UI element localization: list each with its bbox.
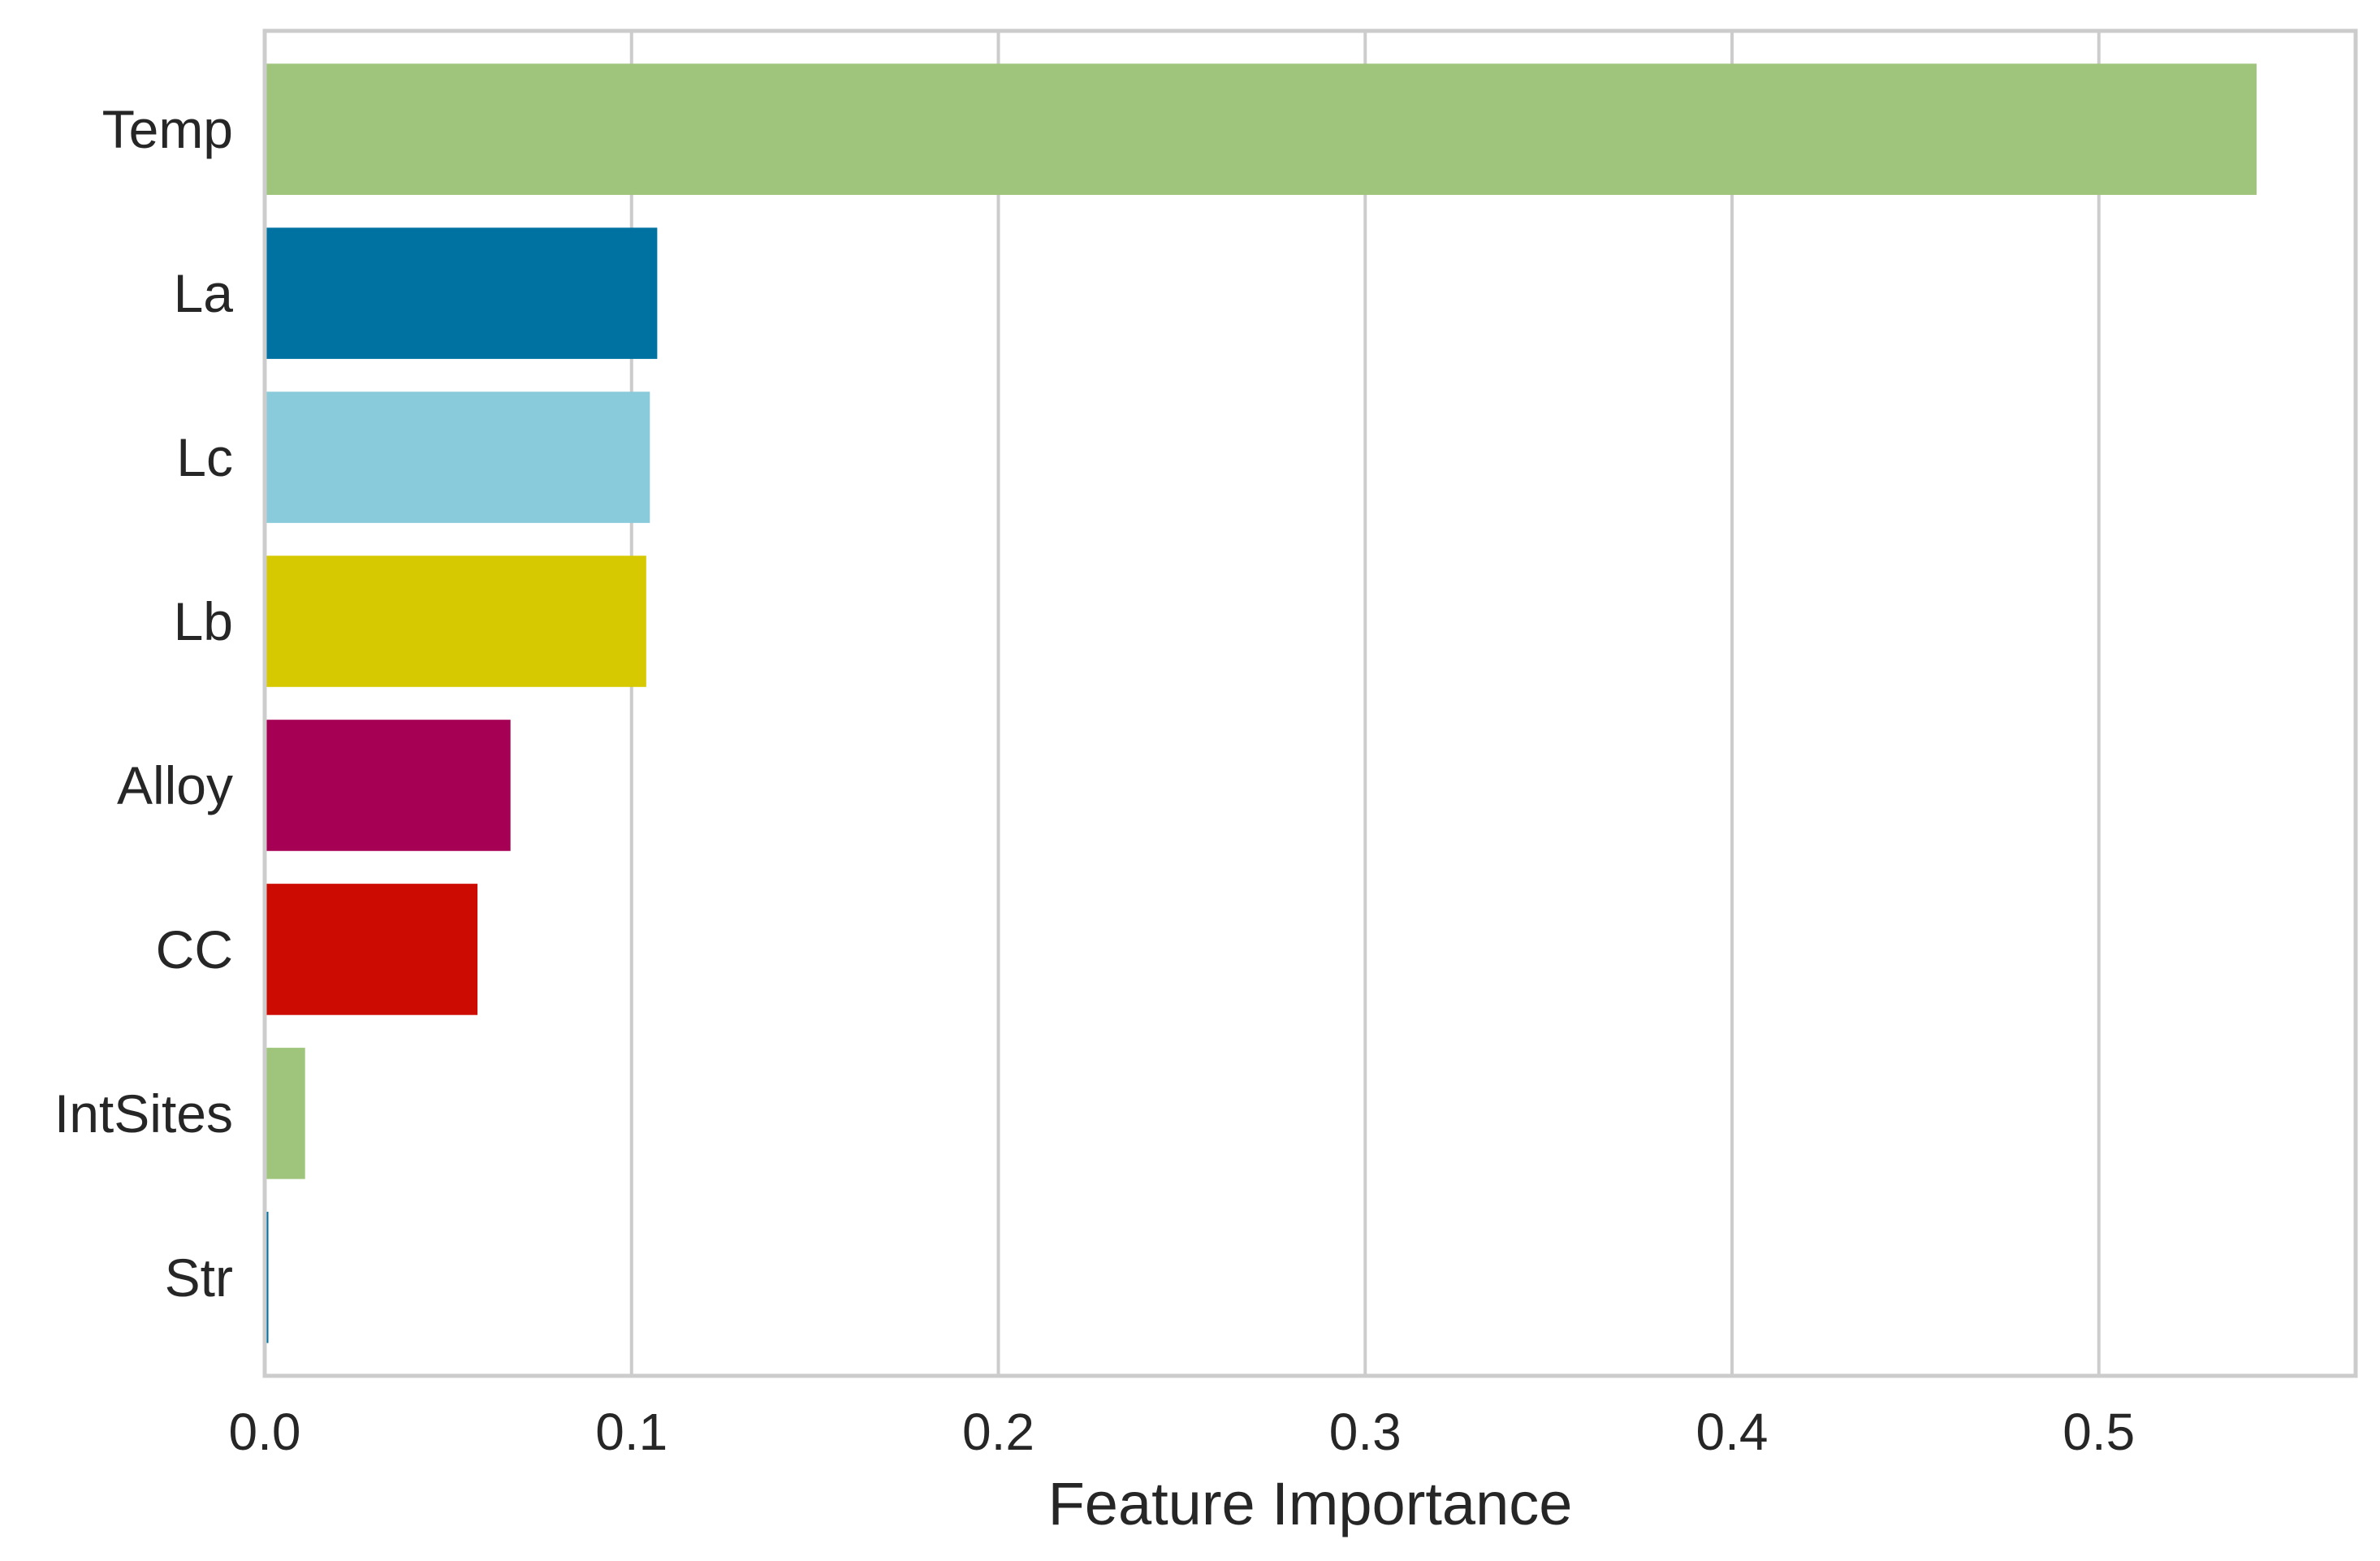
bar-lb — [265, 556, 646, 687]
x-tick-labels: 0.0 0.1 0.2 0.3 0.4 0.5 — [229, 1403, 2136, 1461]
y-tick-label: La — [174, 263, 234, 323]
bar-lc — [265, 391, 650, 523]
y-tick-label: IntSites — [54, 1083, 233, 1144]
x-tick-label: 0.3 — [1329, 1403, 1402, 1461]
x-tick-label: 0.1 — [595, 1403, 667, 1461]
y-tick-label: Temp — [102, 99, 233, 159]
y-tick-label: Str — [165, 1248, 233, 1308]
y-tick-labels: Temp La Lc Lb Alloy CC IntSites Str — [54, 99, 233, 1308]
bar-intsites — [265, 1048, 305, 1179]
y-tick-label: Lb — [174, 591, 233, 651]
y-tick-label: Lc — [176, 427, 233, 487]
bars — [265, 63, 2257, 1343]
bar-alloy — [265, 720, 511, 851]
bar-cc — [265, 884, 478, 1015]
x-axis-label: Feature Importance — [1048, 1470, 1573, 1537]
x-tick-label: 0.5 — [2063, 1403, 2135, 1461]
x-tick-label: 0.0 — [229, 1403, 301, 1461]
x-tick-label: 0.2 — [962, 1403, 1035, 1461]
bar-la — [265, 227, 658, 359]
x-tick-label: 0.4 — [1696, 1403, 1769, 1461]
y-tick-label: CC — [156, 919, 233, 979]
y-tick-label: Alloy — [117, 755, 233, 815]
grid-lines — [629, 31, 2101, 1376]
bar-temp — [265, 63, 2257, 195]
plot-frame — [262, 28, 2358, 1378]
